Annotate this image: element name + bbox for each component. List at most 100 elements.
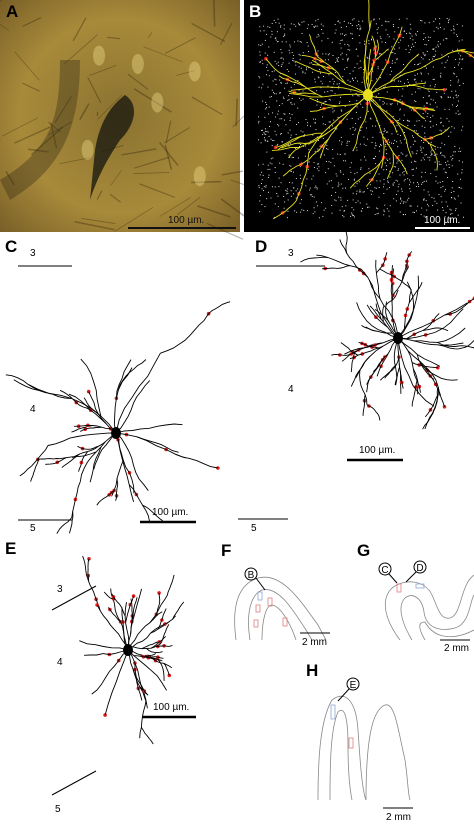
fiber bbox=[114, 207, 154, 232]
noise-dot bbox=[375, 125, 377, 127]
noise-dot bbox=[347, 79, 349, 81]
dendrite bbox=[37, 458, 60, 460]
noise-dot bbox=[378, 93, 380, 95]
noise-dot bbox=[369, 179, 371, 181]
noise-dot bbox=[413, 45, 415, 47]
noise-dot bbox=[278, 64, 280, 66]
spine-cluster bbox=[373, 51, 378, 55]
noise-dot bbox=[454, 209, 456, 211]
fiber bbox=[134, 156, 171, 169]
noise-dot bbox=[436, 106, 438, 108]
noise-dot bbox=[407, 81, 409, 83]
noise-dot bbox=[379, 125, 381, 127]
noise-dot bbox=[414, 78, 416, 80]
dendrite bbox=[78, 451, 88, 472]
scale-label: 2 mm bbox=[444, 643, 469, 654]
dendrite bbox=[379, 268, 411, 290]
dendrite bbox=[455, 339, 474, 350]
noise-dot bbox=[401, 200, 403, 202]
noise-dot bbox=[309, 62, 311, 64]
noise-dot bbox=[304, 134, 306, 136]
marker-label: B bbox=[248, 570, 255, 581]
noise-dot bbox=[356, 147, 358, 149]
noise-dot bbox=[277, 113, 279, 115]
noise-dot bbox=[305, 67, 307, 69]
dendrite bbox=[340, 342, 359, 356]
noise-dot bbox=[333, 165, 335, 167]
dendrite bbox=[91, 649, 129, 695]
layer-label: 3 bbox=[57, 584, 63, 595]
noise-dot bbox=[446, 38, 448, 40]
dendrite bbox=[115, 380, 151, 434]
noise-dot bbox=[267, 164, 269, 166]
noise-dot bbox=[286, 188, 288, 190]
noise-dot bbox=[376, 78, 378, 80]
noise-dot bbox=[270, 138, 272, 140]
noise-dot bbox=[358, 35, 360, 37]
noise-dot bbox=[334, 32, 336, 34]
fiber bbox=[109, 193, 122, 203]
noise-dot bbox=[377, 32, 379, 34]
noise-dot bbox=[403, 119, 405, 121]
noise-dot bbox=[397, 133, 399, 135]
noise-dot bbox=[422, 157, 424, 159]
noise-dot bbox=[431, 149, 433, 151]
dendrite bbox=[382, 305, 385, 322]
noise-dot bbox=[343, 216, 345, 218]
noise-dot bbox=[299, 41, 301, 43]
noise-dot bbox=[338, 184, 340, 186]
noise-dot bbox=[434, 86, 436, 88]
noise-dot bbox=[376, 213, 378, 215]
noise-dot bbox=[427, 156, 429, 158]
noise-dot bbox=[288, 70, 290, 72]
dendrite bbox=[407, 350, 421, 393]
noise-dot bbox=[440, 117, 442, 119]
noise-dot bbox=[364, 156, 366, 158]
noise-dot bbox=[299, 174, 301, 176]
noise-dot bbox=[313, 207, 315, 209]
noise-dot bbox=[388, 210, 390, 212]
sample-sites bbox=[253, 591, 288, 628]
noise-dot bbox=[417, 64, 419, 66]
dendrite bbox=[155, 660, 173, 669]
noise-dot bbox=[432, 115, 434, 117]
noise-dot bbox=[288, 95, 290, 97]
noise-dot bbox=[448, 108, 450, 110]
noise-dot bbox=[405, 155, 407, 157]
noise-dot bbox=[433, 197, 435, 199]
noise-dot bbox=[460, 202, 462, 204]
noise-dot bbox=[432, 66, 434, 68]
noise-dot bbox=[401, 188, 403, 190]
noise-dot bbox=[279, 92, 281, 94]
noise-dot bbox=[422, 52, 424, 54]
noise-dot bbox=[356, 149, 358, 151]
noise-dot bbox=[373, 49, 375, 51]
noise-dot bbox=[266, 140, 268, 142]
dendrite bbox=[278, 75, 306, 88]
marker-circle bbox=[244, 567, 258, 581]
noise-dot bbox=[289, 117, 291, 119]
noise-dot bbox=[275, 116, 277, 118]
noise-dot bbox=[312, 213, 314, 215]
noise-dot bbox=[424, 132, 426, 134]
dendrite bbox=[391, 283, 399, 339]
dendrite bbox=[80, 358, 102, 417]
marker-circle bbox=[413, 560, 427, 574]
noise-dot bbox=[361, 210, 363, 212]
noise-dot bbox=[345, 26, 347, 28]
noise-dot bbox=[451, 213, 453, 215]
noise-dot bbox=[399, 174, 401, 176]
noise-dot bbox=[281, 57, 283, 59]
noise-dot bbox=[457, 64, 459, 66]
noise-dot bbox=[343, 160, 345, 162]
noise-dot bbox=[428, 205, 430, 207]
noise-dot bbox=[400, 80, 402, 82]
noise-dot bbox=[293, 41, 295, 43]
noise-dot bbox=[406, 154, 408, 156]
noise-dot bbox=[383, 209, 385, 211]
noise-dot bbox=[461, 172, 463, 174]
noise-dot bbox=[426, 116, 428, 118]
noise-dot bbox=[284, 113, 286, 115]
noise-dot bbox=[354, 129, 356, 131]
noise-dot bbox=[452, 157, 454, 159]
